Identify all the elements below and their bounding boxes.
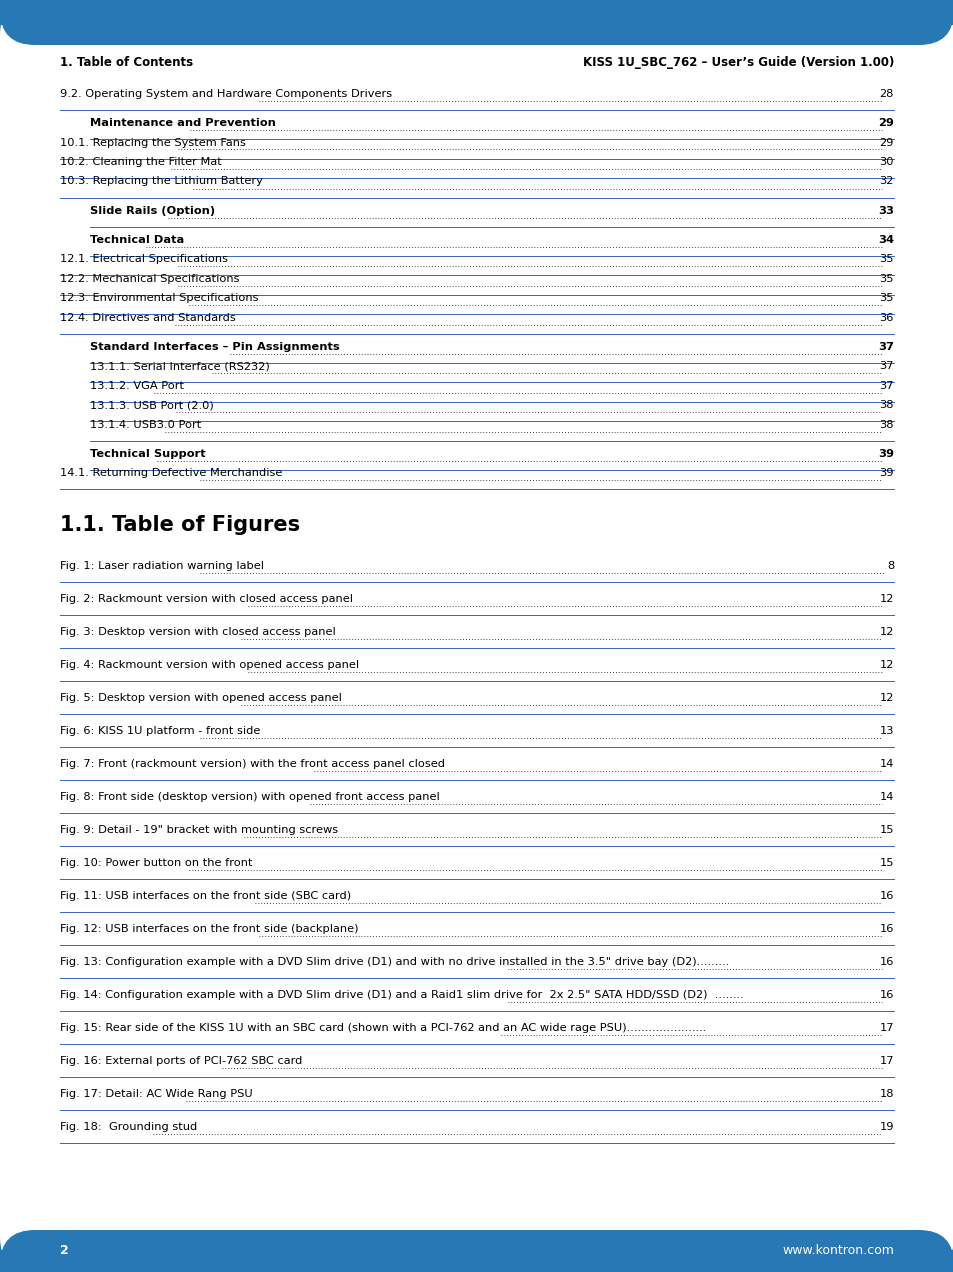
Text: Fig. 6: KISS 1U platform - front side: Fig. 6: KISS 1U platform - front side (60, 725, 260, 735)
Text: 33: 33 (877, 206, 893, 215)
Text: 12: 12 (879, 594, 893, 603)
Text: 34: 34 (877, 234, 893, 244)
Text: Fig. 8: Front side (desktop version) with opened front access panel: Fig. 8: Front side (desktop version) wit… (60, 791, 439, 801)
Text: Fig. 4: Rackmount version with opened access panel: Fig. 4: Rackmount version with opened ac… (60, 659, 358, 669)
Text: Fig. 14: Configuration example with a DVD Slim drive (D1) and a Raid1 slim drive: Fig. 14: Configuration example with a DV… (60, 990, 743, 1000)
Text: 19: 19 (879, 1122, 893, 1132)
Text: 35: 35 (879, 293, 893, 303)
Text: 37: 37 (877, 341, 893, 351)
Text: 16: 16 (879, 990, 893, 1000)
Text: 39: 39 (877, 449, 893, 458)
Text: Technical Data: Technical Data (90, 234, 184, 244)
Text: Maintenance and Prevention: Maintenance and Prevention (90, 118, 275, 128)
Text: Technical Support: Technical Support (90, 449, 206, 458)
Text: Fig. 9: Detail - 19" bracket with mounting screws: Fig. 9: Detail - 19" bracket with mounti… (60, 824, 337, 834)
Text: 2: 2 (60, 1244, 69, 1258)
Text: 32: 32 (879, 177, 893, 187)
Text: 12.2. Mechanical Specifications: 12.2. Mechanical Specifications (60, 273, 239, 284)
Text: www.kontron.com: www.kontron.com (781, 1244, 893, 1258)
Text: 12.1. Electrical Specifications: 12.1. Electrical Specifications (60, 254, 228, 265)
Text: 10.1. Replacing the System Fans: 10.1. Replacing the System Fans (60, 137, 246, 148)
Text: 30: 30 (879, 156, 893, 167)
Text: 10.2. Cleaning the Filter Mat: 10.2. Cleaning the Filter Mat (60, 156, 221, 167)
Text: 14: 14 (879, 758, 893, 768)
Text: 29: 29 (879, 137, 893, 148)
Text: 13.1.1. Serial Interface (RS232): 13.1.1. Serial Interface (RS232) (90, 361, 270, 371)
Text: 17: 17 (879, 1023, 893, 1033)
Text: Fig. 1: Laser radiation warning label: Fig. 1: Laser radiation warning label (60, 561, 264, 571)
Text: 28: 28 (879, 89, 893, 99)
Text: 38: 38 (879, 420, 893, 430)
Text: 12: 12 (879, 627, 893, 636)
Text: 13.1.3. USB Port (2.0): 13.1.3. USB Port (2.0) (90, 399, 213, 410)
Text: 16: 16 (879, 923, 893, 934)
Text: 12: 12 (879, 692, 893, 702)
Text: Fig. 17: Detail: AC Wide Rang PSU: Fig. 17: Detail: AC Wide Rang PSU (60, 1089, 253, 1099)
Text: 36: 36 (879, 313, 893, 323)
Text: 37: 37 (879, 361, 893, 371)
Text: 15: 15 (879, 824, 893, 834)
Text: KISS 1U_SBC_762 – User’s Guide (Version 1.00): KISS 1U_SBC_762 – User’s Guide (Version … (582, 56, 893, 70)
Text: 12.4. Directives and Standards: 12.4. Directives and Standards (60, 313, 235, 323)
FancyBboxPatch shape (0, 0, 953, 45)
Text: Fig. 11: USB interfaces on the front side (SBC card): Fig. 11: USB interfaces on the front sid… (60, 890, 351, 901)
Bar (0, 0, 953, 25)
Bar (0, 1250, 953, 1272)
Text: 37: 37 (879, 380, 893, 391)
Text: Fig. 5: Desktop version with opened access panel: Fig. 5: Desktop version with opened acce… (60, 692, 341, 702)
Text: 1.1. Table of Figures: 1.1. Table of Figures (60, 514, 300, 534)
Text: 13.1.2. VGA Port: 13.1.2. VGA Port (90, 380, 184, 391)
Text: 12.3. Environmental Specifications: 12.3. Environmental Specifications (60, 293, 258, 303)
Text: 35: 35 (879, 254, 893, 265)
Text: 14.1. Returning Defective Merchandise: 14.1. Returning Defective Merchandise (60, 468, 282, 478)
Text: Slide Rails (Option): Slide Rails (Option) (90, 206, 214, 215)
Text: Fig. 3: Desktop version with closed access panel: Fig. 3: Desktop version with closed acce… (60, 627, 335, 636)
Text: 38: 38 (879, 399, 893, 410)
Text: Fig. 15: Rear side of the KISS 1U with an SBC card (shown with a PCI-762 and an : Fig. 15: Rear side of the KISS 1U with a… (60, 1023, 705, 1033)
Text: 16: 16 (879, 890, 893, 901)
Text: Fig. 13: Configuration example with a DVD Slim drive (D1) and with no drive inst: Fig. 13: Configuration example with a DV… (60, 957, 728, 967)
Text: Fig. 7: Front (rackmount version) with the front access panel closed: Fig. 7: Front (rackmount version) with t… (60, 758, 444, 768)
Text: 39: 39 (879, 468, 893, 478)
Text: Fig. 16: External ports of PCI-762 SBC card: Fig. 16: External ports of PCI-762 SBC c… (60, 1056, 302, 1066)
Text: 13: 13 (879, 725, 893, 735)
Text: 9.2. Operating System and Hardware Components Drivers: 9.2. Operating System and Hardware Compo… (60, 89, 392, 99)
Text: Standard Interfaces – Pin Assignments: Standard Interfaces – Pin Assignments (90, 341, 339, 351)
Text: 18: 18 (879, 1089, 893, 1099)
Text: 13.1.4. USB3.0 Port: 13.1.4. USB3.0 Port (90, 420, 201, 430)
Text: 12: 12 (879, 659, 893, 669)
Text: Fig. 12: USB interfaces on the front side (backplane): Fig. 12: USB interfaces on the front sid… (60, 923, 358, 934)
Text: 16: 16 (879, 957, 893, 967)
Text: 15: 15 (879, 857, 893, 868)
Text: 17: 17 (879, 1056, 893, 1066)
Text: 35: 35 (879, 273, 893, 284)
Text: 8: 8 (886, 561, 893, 571)
Text: Fig. 18:  Grounding stud: Fig. 18: Grounding stud (60, 1122, 197, 1132)
Text: 14: 14 (879, 791, 893, 801)
Text: 10.3. Replacing the Lithium Battery: 10.3. Replacing the Lithium Battery (60, 177, 263, 187)
Text: Fig. 2: Rackmount version with closed access panel: Fig. 2: Rackmount version with closed ac… (60, 594, 353, 603)
FancyBboxPatch shape (0, 1230, 953, 1272)
Text: Fig. 10: Power button on the front: Fig. 10: Power button on the front (60, 857, 253, 868)
Text: 29: 29 (877, 118, 893, 128)
Text: 1. Table of Contents: 1. Table of Contents (60, 56, 193, 70)
